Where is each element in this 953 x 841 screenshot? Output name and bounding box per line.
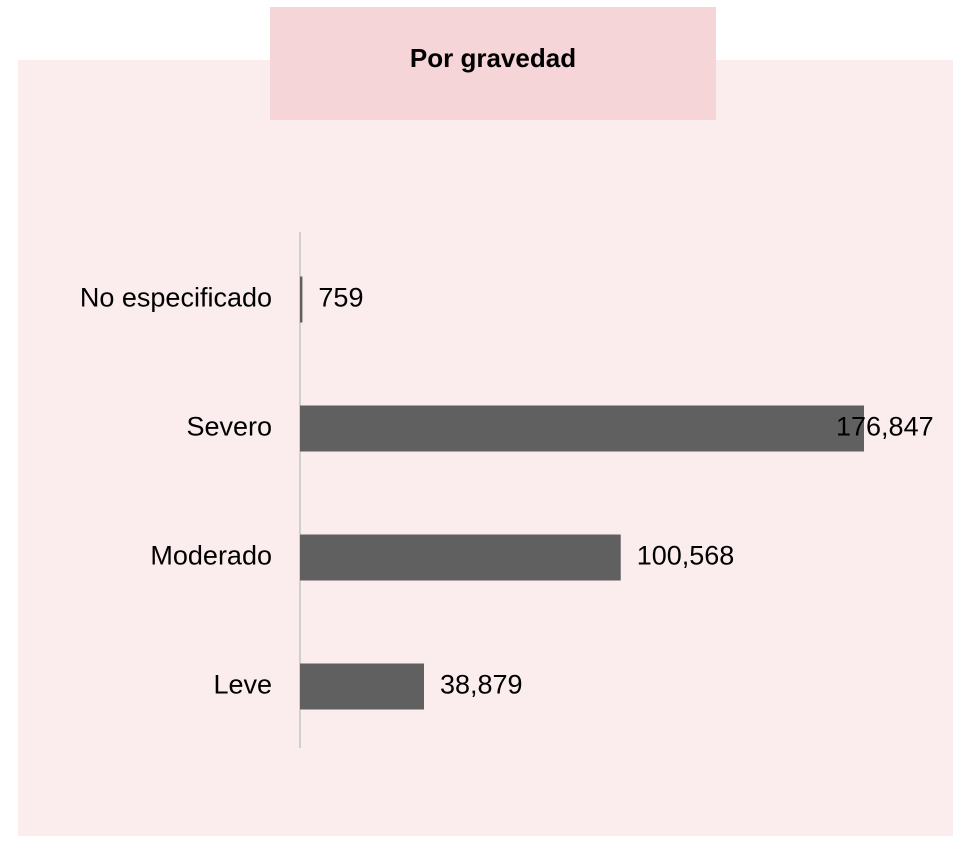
title-box (270, 7, 716, 120)
bar (300, 663, 424, 710)
bar (300, 276, 303, 323)
chart-title: Por gravedad (410, 43, 576, 73)
y-tick-label: Severo (186, 412, 272, 442)
value-label: 38,879 (440, 670, 523, 700)
y-tick-label: Moderado (150, 541, 272, 571)
bar (300, 405, 864, 452)
value-label: 759 (318, 283, 363, 313)
value-label: 176,847 (836, 412, 934, 442)
value-label: 100,568 (637, 541, 735, 571)
y-tick-label: No especificado (80, 283, 272, 313)
bar (300, 534, 621, 581)
y-tick-label: Leve (213, 670, 272, 700)
